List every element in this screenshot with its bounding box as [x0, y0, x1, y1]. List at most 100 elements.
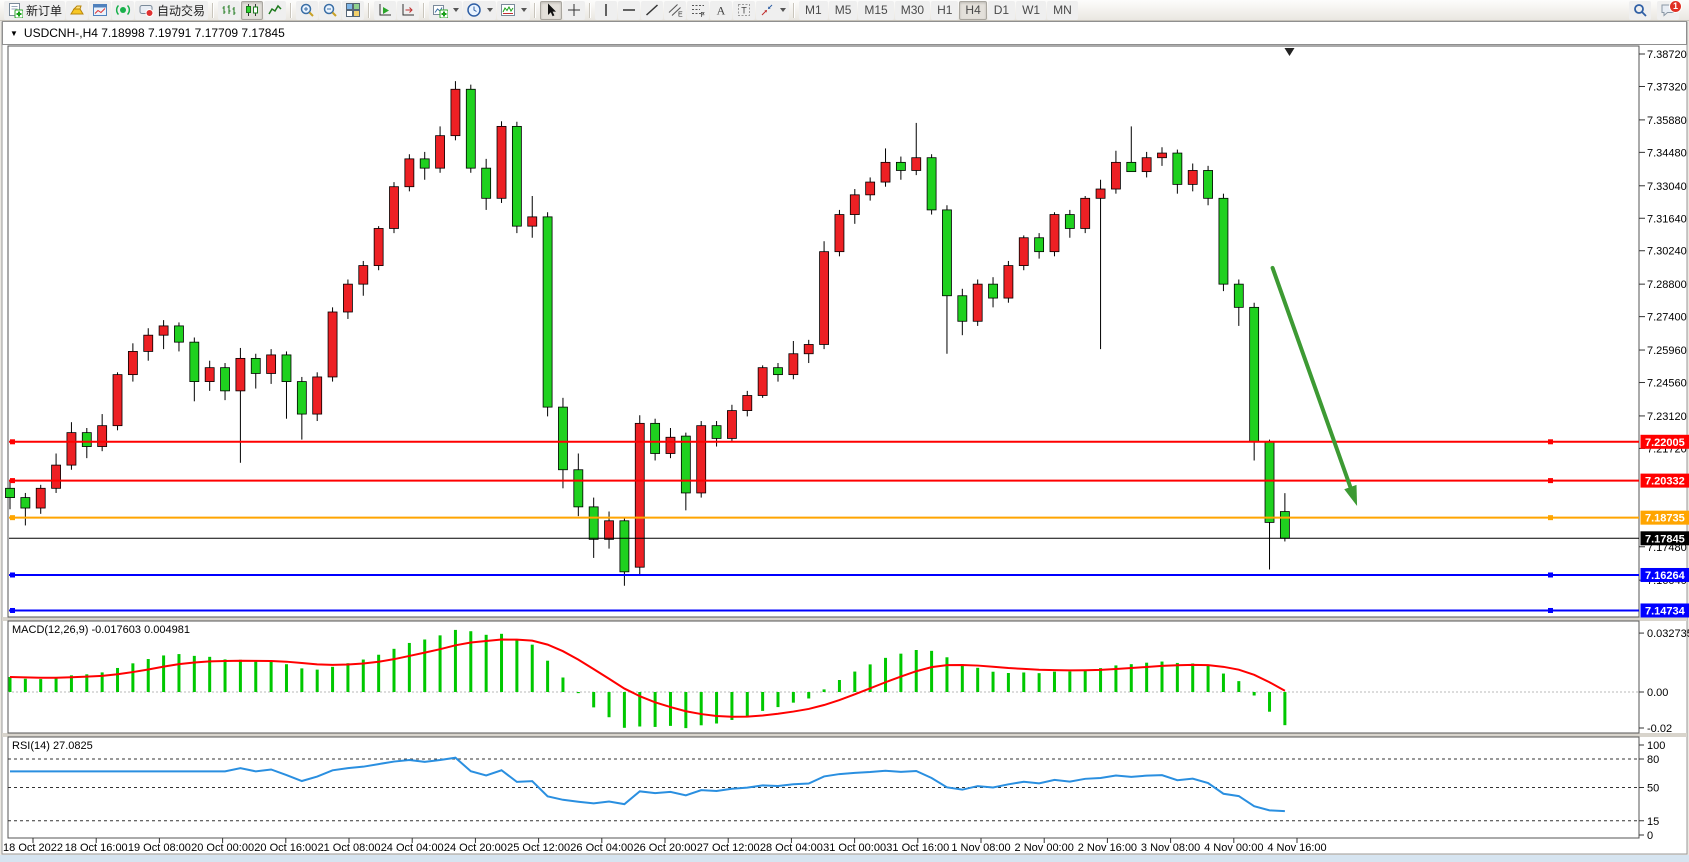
candle-body	[358, 265, 369, 285]
crosshair-icon	[566, 2, 582, 18]
zoom-out-button[interactable]	[319, 0, 342, 20]
tile-windows-button[interactable]	[342, 0, 365, 20]
line-handle[interactable]	[1548, 439, 1553, 445]
candle-body	[1233, 283, 1244, 308]
hline-object-7.16264[interactable]	[9, 572, 1639, 578]
timeframe-d1-button[interactable]: D1	[987, 0, 1016, 20]
candlestick-chart-button[interactable]	[241, 0, 264, 20]
textA-icon: A	[713, 2, 729, 18]
text-button[interactable]: A	[710, 0, 733, 20]
price-badge-label: 7.22005	[1645, 437, 1685, 449]
price-badge-7.14734: 7.14734	[1640, 603, 1689, 618]
candle-body	[1187, 170, 1198, 185]
timeframe-h4-button[interactable]: H4	[959, 0, 987, 20]
timeframe-h4-label: H4	[965, 3, 981, 17]
date-axis-label: 28 Oct 04:00	[760, 842, 823, 854]
indicators-list-button[interactable]	[497, 0, 531, 20]
hline-object-7.18735[interactable]	[9, 515, 1639, 521]
search-button[interactable]	[1629, 0, 1651, 20]
rsi-label: RSI(14) 27.0825	[12, 740, 93, 752]
candle-body	[573, 469, 584, 508]
hline-icon	[621, 2, 637, 18]
vertical-line-button[interactable]	[595, 0, 618, 20]
chat-button[interactable]: 1	[1657, 0, 1682, 20]
candle-body	[1111, 161, 1121, 190]
timeframe-m5-button[interactable]: M5	[828, 0, 858, 20]
timeframe-m30-button[interactable]: M30	[894, 0, 931, 20]
timeframe-h1-button[interactable]: H1	[931, 0, 959, 20]
date-axis[interactable]: 18 Oct 2022 18 Oct 16:00 19 Oct 08:00 20 Oc…	[3, 838, 1327, 854]
periodicity-button[interactable]	[463, 0, 497, 20]
candle-body	[972, 283, 983, 322]
date-axis-label: 24 Oct 04:00	[381, 842, 444, 854]
candle-body	[112, 374, 123, 427]
chevron-down-icon	[780, 8, 787, 12]
candle-body	[81, 432, 92, 447]
candles	[5, 81, 1290, 586]
new-chart-button[interactable]	[429, 0, 463, 20]
text-label-button[interactable]: T	[733, 0, 756, 20]
pane-separator	[2, 617, 1687, 621]
timeframe-w1-button[interactable]: W1	[1016, 0, 1047, 20]
timeframe-h1-label: H1	[937, 3, 953, 17]
svg-text:F: F	[701, 12, 705, 18]
auto-scroll-button[interactable]	[374, 0, 397, 20]
date-axis-label: 27 Oct 12:00	[697, 842, 760, 854]
candle-body	[1264, 441, 1275, 523]
chart-window-button[interactable]	[89, 0, 112, 20]
price-axis-label: 7.35880	[1647, 115, 1687, 127]
candle-body	[711, 425, 722, 439]
hline-object-7.22005[interactable]	[9, 439, 1639, 445]
equidistant-channel-button[interactable]: E	[664, 0, 687, 20]
date-axis-label: 31 Oct 16:00	[886, 842, 949, 854]
new-order-label: 新订单	[26, 3, 63, 18]
chart-shift-button[interactable]	[397, 0, 420, 20]
candle-body	[819, 251, 829, 345]
line-handle[interactable]	[1548, 572, 1553, 578]
line-handle[interactable]	[10, 572, 15, 578]
hline-object-7.14734[interactable]	[9, 607, 1639, 613]
line-handle[interactable]	[1548, 515, 1553, 521]
svg-text:E: E	[678, 12, 683, 19]
timeframe-m1-button[interactable]: M1	[799, 0, 828, 20]
bars-icon	[221, 2, 237, 18]
search-icon	[1632, 2, 1648, 18]
line-handle[interactable]	[10, 515, 15, 521]
line-handle[interactable]	[10, 607, 15, 613]
zoomout-icon	[322, 2, 338, 18]
price-badge-7.17845: 7.17845	[1640, 531, 1689, 546]
horizontal-line-button[interactable]	[618, 0, 641, 20]
gold-button[interactable]	[66, 0, 89, 20]
crosshair-button[interactable]	[563, 0, 586, 20]
fibonacci-button[interactable]: F	[687, 0, 710, 20]
line-handle[interactable]	[1548, 478, 1553, 484]
line-handle[interactable]	[10, 439, 15, 445]
auto-trading-button[interactable]: 自动交易	[135, 0, 209, 20]
price-axis-label: 7.30240	[1647, 246, 1687, 258]
notification-badge: 1	[1669, 0, 1682, 13]
candle-body	[1080, 197, 1091, 229]
signals-button[interactable]	[112, 0, 135, 20]
timeframe-m15-button[interactable]: M15	[858, 0, 894, 20]
hline-object-7.20332[interactable]	[9, 478, 1639, 484]
date-axis-label: 2 Nov 00:00	[1015, 842, 1074, 854]
candle-body	[450, 88, 461, 137]
line-handle[interactable]	[10, 478, 15, 484]
cursor-button[interactable]	[540, 0, 563, 20]
arrows-objects-button[interactable]	[756, 0, 790, 20]
candle-body	[158, 325, 169, 336]
arrange2-icon	[400, 2, 416, 18]
line-handle[interactable]	[1548, 607, 1553, 613]
line-chart-button[interactable]	[264, 0, 287, 20]
candle-body	[51, 464, 61, 489]
zoom-in-button[interactable]	[296, 0, 319, 20]
macd-pane[interactable]	[7, 620, 1640, 734]
timeframe-w1-label: W1	[1022, 3, 1041, 17]
price-axis-label: 7.27400	[1647, 312, 1687, 324]
new-order-button[interactable]: 新订单	[4, 0, 66, 20]
annotation-arrow[interactable]	[1270, 265, 1358, 506]
bar-chart-button[interactable]	[218, 0, 241, 20]
timeframe-mn-button[interactable]: MN	[1047, 0, 1078, 20]
trendline-button[interactable]	[641, 0, 664, 20]
